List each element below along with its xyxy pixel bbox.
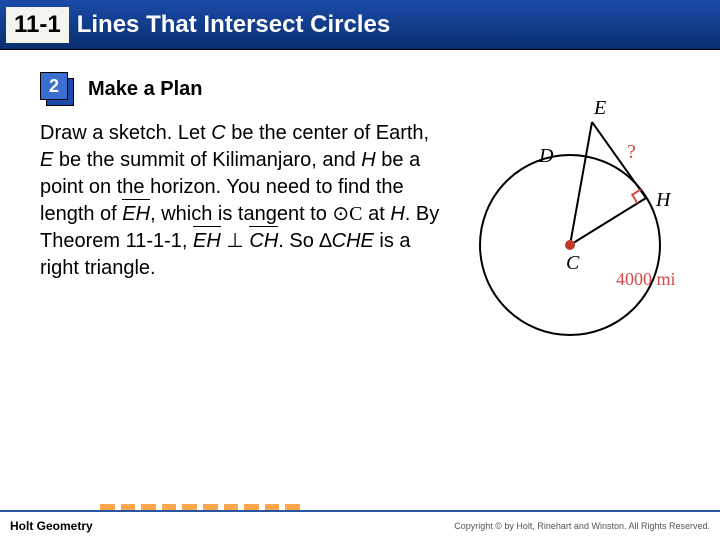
section-badge: 11-1	[6, 7, 69, 43]
step-number: 2	[40, 72, 68, 100]
header-bar: 11-1 Lines That Intersect Circles	[0, 0, 720, 50]
svg-text:4000 mi: 4000 mi	[616, 269, 676, 289]
svg-text:C: C	[566, 252, 580, 274]
step-number-box: 2	[40, 72, 74, 106]
body-text: Draw a sketch. Let C be the center of Ea…	[40, 120, 440, 282]
footer: Holt Geometry Copyright © by Holt, Rineh…	[0, 510, 720, 540]
footer-copyright: Copyright © by Holt, Rinehart and Winsto…	[454, 521, 710, 531]
svg-text:E: E	[593, 97, 606, 119]
footer-brand: Holt Geometry	[10, 519, 93, 533]
svg-text:D: D	[538, 145, 554, 167]
step-heading: 2 Make a Plan	[40, 72, 440, 106]
step-title: Make a Plan	[88, 78, 203, 101]
diagram: E D H C? 4000 mi	[460, 85, 710, 355]
header-title: Lines That Intersect Circles	[77, 11, 390, 39]
svg-text:H: H	[655, 189, 672, 211]
content-area: 2 Make a Plan Draw a sketch. Let C be th…	[40, 72, 440, 282]
svg-text:?: ?	[627, 141, 636, 163]
